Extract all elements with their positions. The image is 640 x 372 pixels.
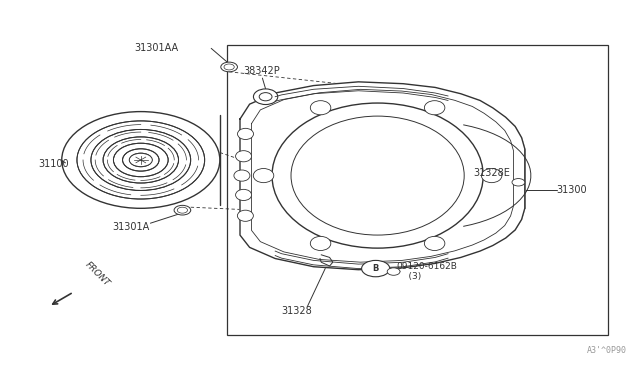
Circle shape	[387, 268, 400, 275]
Ellipse shape	[259, 93, 272, 101]
Ellipse shape	[481, 169, 502, 183]
Ellipse shape	[272, 103, 483, 248]
Ellipse shape	[62, 112, 220, 208]
Text: 31300: 31300	[557, 185, 588, 195]
Text: A3'^0P90: A3'^0P90	[588, 346, 627, 355]
Circle shape	[512, 179, 525, 186]
Ellipse shape	[424, 236, 445, 250]
Text: 31100: 31100	[38, 159, 69, 169]
Text: 31328E: 31328E	[474, 168, 511, 178]
Circle shape	[174, 205, 191, 215]
Polygon shape	[240, 82, 525, 270]
Ellipse shape	[236, 189, 252, 201]
Ellipse shape	[310, 236, 331, 250]
Ellipse shape	[310, 101, 331, 115]
Text: 09120-6162B
    (3): 09120-6162B (3)	[397, 262, 458, 281]
Text: 38342P: 38342P	[243, 66, 280, 76]
Circle shape	[362, 260, 390, 277]
Ellipse shape	[253, 89, 278, 105]
Ellipse shape	[237, 210, 253, 221]
Text: B: B	[372, 264, 379, 273]
Text: 31328: 31328	[282, 306, 312, 315]
Bar	[227, 45, 608, 335]
Ellipse shape	[237, 128, 253, 140]
Text: 31301A: 31301A	[112, 222, 149, 232]
Ellipse shape	[424, 101, 445, 115]
Circle shape	[221, 62, 237, 72]
Circle shape	[129, 153, 152, 167]
Ellipse shape	[234, 170, 250, 181]
Ellipse shape	[236, 151, 252, 162]
Ellipse shape	[253, 169, 274, 183]
Text: FRONT: FRONT	[83, 260, 111, 288]
Text: 31301AA: 31301AA	[134, 44, 179, 53]
